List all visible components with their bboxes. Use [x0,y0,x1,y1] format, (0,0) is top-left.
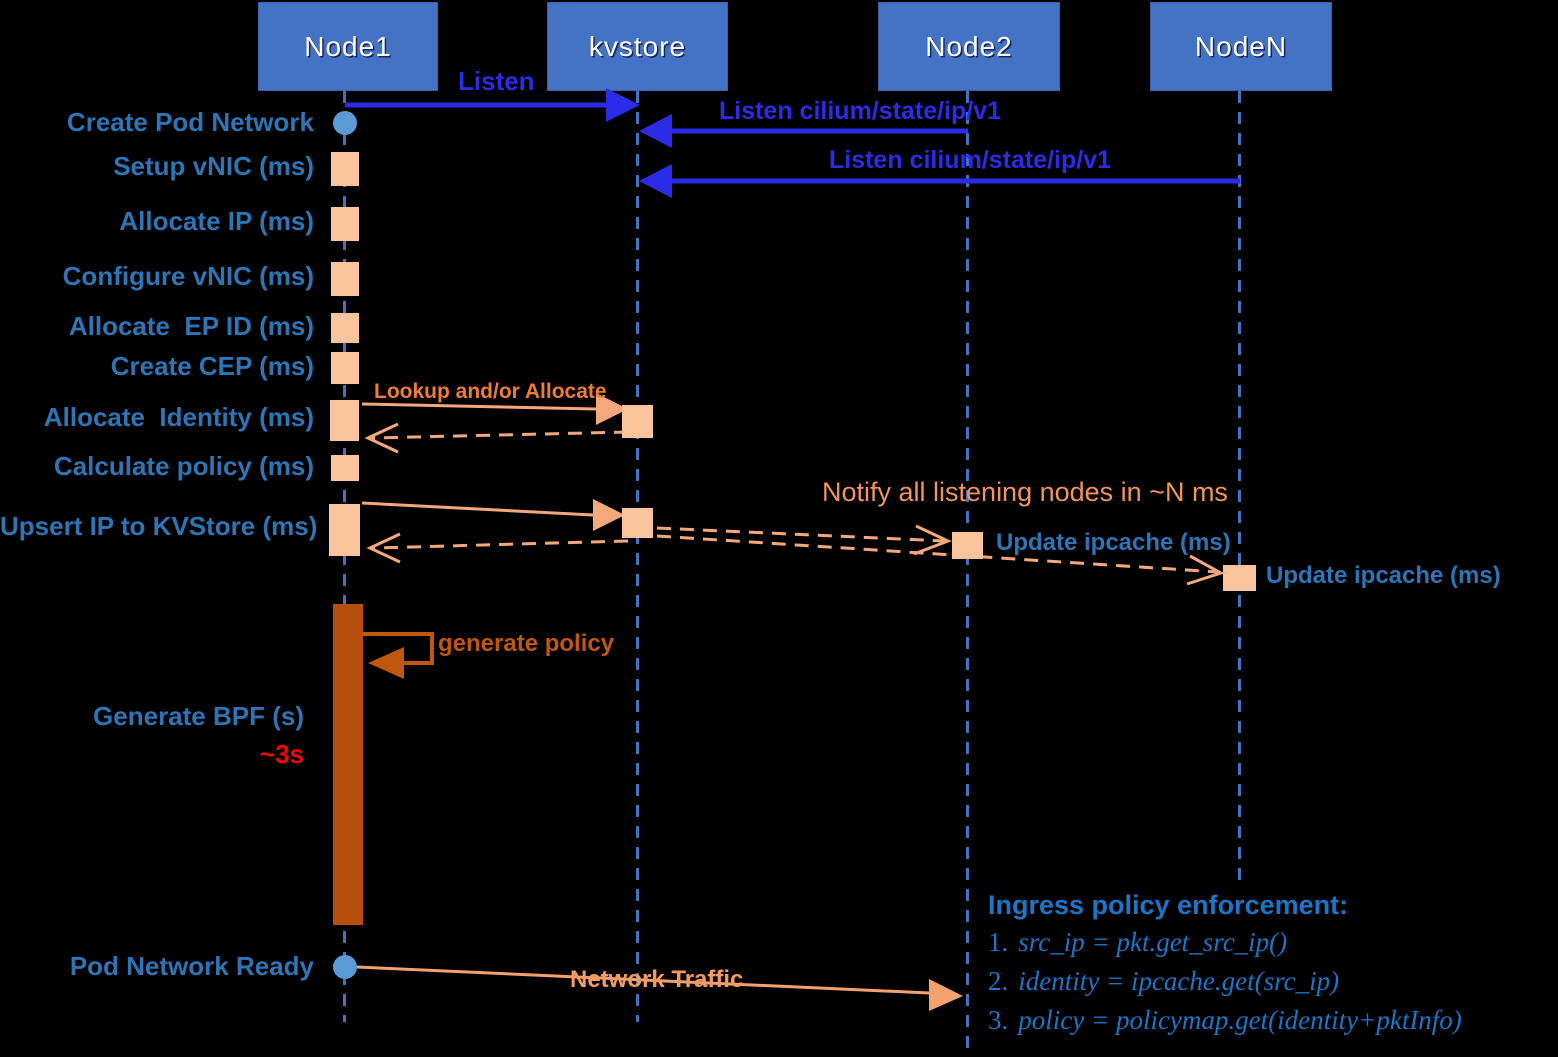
ingress-note-title: Ingress policy enforcement: [988,890,1349,920]
step-generate-bpf-duration: ~3s [259,739,304,769]
step-allocate-ep-id: Allocate EP ID (ms) [68,311,314,341]
participant-node2: Node2 [878,2,1060,91]
lifeline-noden [1238,91,1241,885]
activation-kvstore-upsert [622,508,653,538]
participant-node1: Node1 [258,2,438,91]
ingress-note-step-2: 2. identity = ipcache.get(src_ip) [988,966,1339,997]
step-create-pod-network: Create Pod Network [66,107,314,137]
ingress-step-2-code: identity = ipcache.get(src_ip) [1018,966,1340,996]
activation-node2-ipcache [952,532,983,559]
step-upsert-ip: Upsert IP to KVStore (ms) [0,511,318,541]
participant-node1-label: Node1 [304,30,392,62]
ingress-note-step-3: 3. policy = policymap.get(identity+pktInf… [988,1005,1462,1036]
lookup-return-arrow [364,422,629,454]
activation-kvstore-identity [622,405,653,438]
activation-upsert-ip [329,504,360,556]
participant-kvstore-label: kvstore [588,30,687,62]
ingress-note-step-1: 1. src_ip = pkt.get_src_ip() [988,927,1287,958]
step-allocate-ip: Allocate IP (ms) [119,206,314,236]
listen-noden-label: Listen cilium/state/ip/v1 [828,146,1112,174]
ingress-step-2-number: 2. [988,966,1009,996]
ingress-step-1-number: 1. [988,927,1009,957]
pod-network-ready-dot [333,955,357,979]
activation-allocate-identity [330,400,359,441]
generate-policy-label: generate policy [438,630,615,657]
activation-setup-vnic [331,152,359,186]
notify-node2-arrow [656,524,952,556]
upsert-arrow [361,499,625,531]
step-calculate-policy: Calculate policy (ms) [53,451,314,481]
step-create-cep: Create CEP (ms) [110,351,314,381]
lifeline-node2 [966,91,969,1048]
participant-node2-label: Node2 [925,30,1013,62]
generate-policy-self-arrow [363,632,434,679]
lookup-allocate-label: Lookup and/or Allocate [374,380,607,403]
activation-configure-vnic [331,262,359,296]
step-allocate-identity: Allocate Identity (ms) [43,402,314,432]
activation-allocate-ep-id [331,313,359,343]
lifeline-node1 [343,91,346,1022]
listen-node2-label: Listen cilium/state/ip/v1 [718,97,1002,125]
step-configure-vnic: Configure vNIC (ms) [62,261,314,291]
upsert-return-arrow [366,532,629,564]
activation-calculate-policy [331,455,359,481]
step-generate-bpf: Generate BPF (s) [93,701,304,731]
step-pod-network-ready: Pod Network Ready [69,951,314,981]
step-setup-vnic: Setup vNIC (ms) [113,151,314,181]
activation-allocate-ip [331,207,359,241]
participant-noden-label: NodeN [1194,30,1288,62]
ingress-step-3-code: policy = policymap.get(identity+pktInfo) [1018,1005,1462,1035]
activation-generate-bpf [333,604,363,925]
activation-noden-ipcache [1223,565,1256,591]
listen-label: Listen [458,66,535,96]
update-ipcache-noden-label: Update ipcache (ms) [1266,562,1501,589]
update-ipcache-node2-label: Update ipcache (ms) [996,529,1231,556]
ingress-step-3-number: 3. [988,1005,1009,1035]
lifeline-kvstore [636,91,639,1022]
activation-create-cep [331,352,359,384]
notify-all-label: Notify all listening nodes in ~N ms [822,477,1228,507]
network-traffic-label: Network Traffic [570,966,744,993]
participant-noden: NodeN [1150,2,1332,91]
create-pod-network-dot [333,111,357,135]
ingress-step-1-code: src_ip = pkt.get_src_ip() [1018,927,1288,957]
participant-kvstore: kvstore [547,2,728,91]
